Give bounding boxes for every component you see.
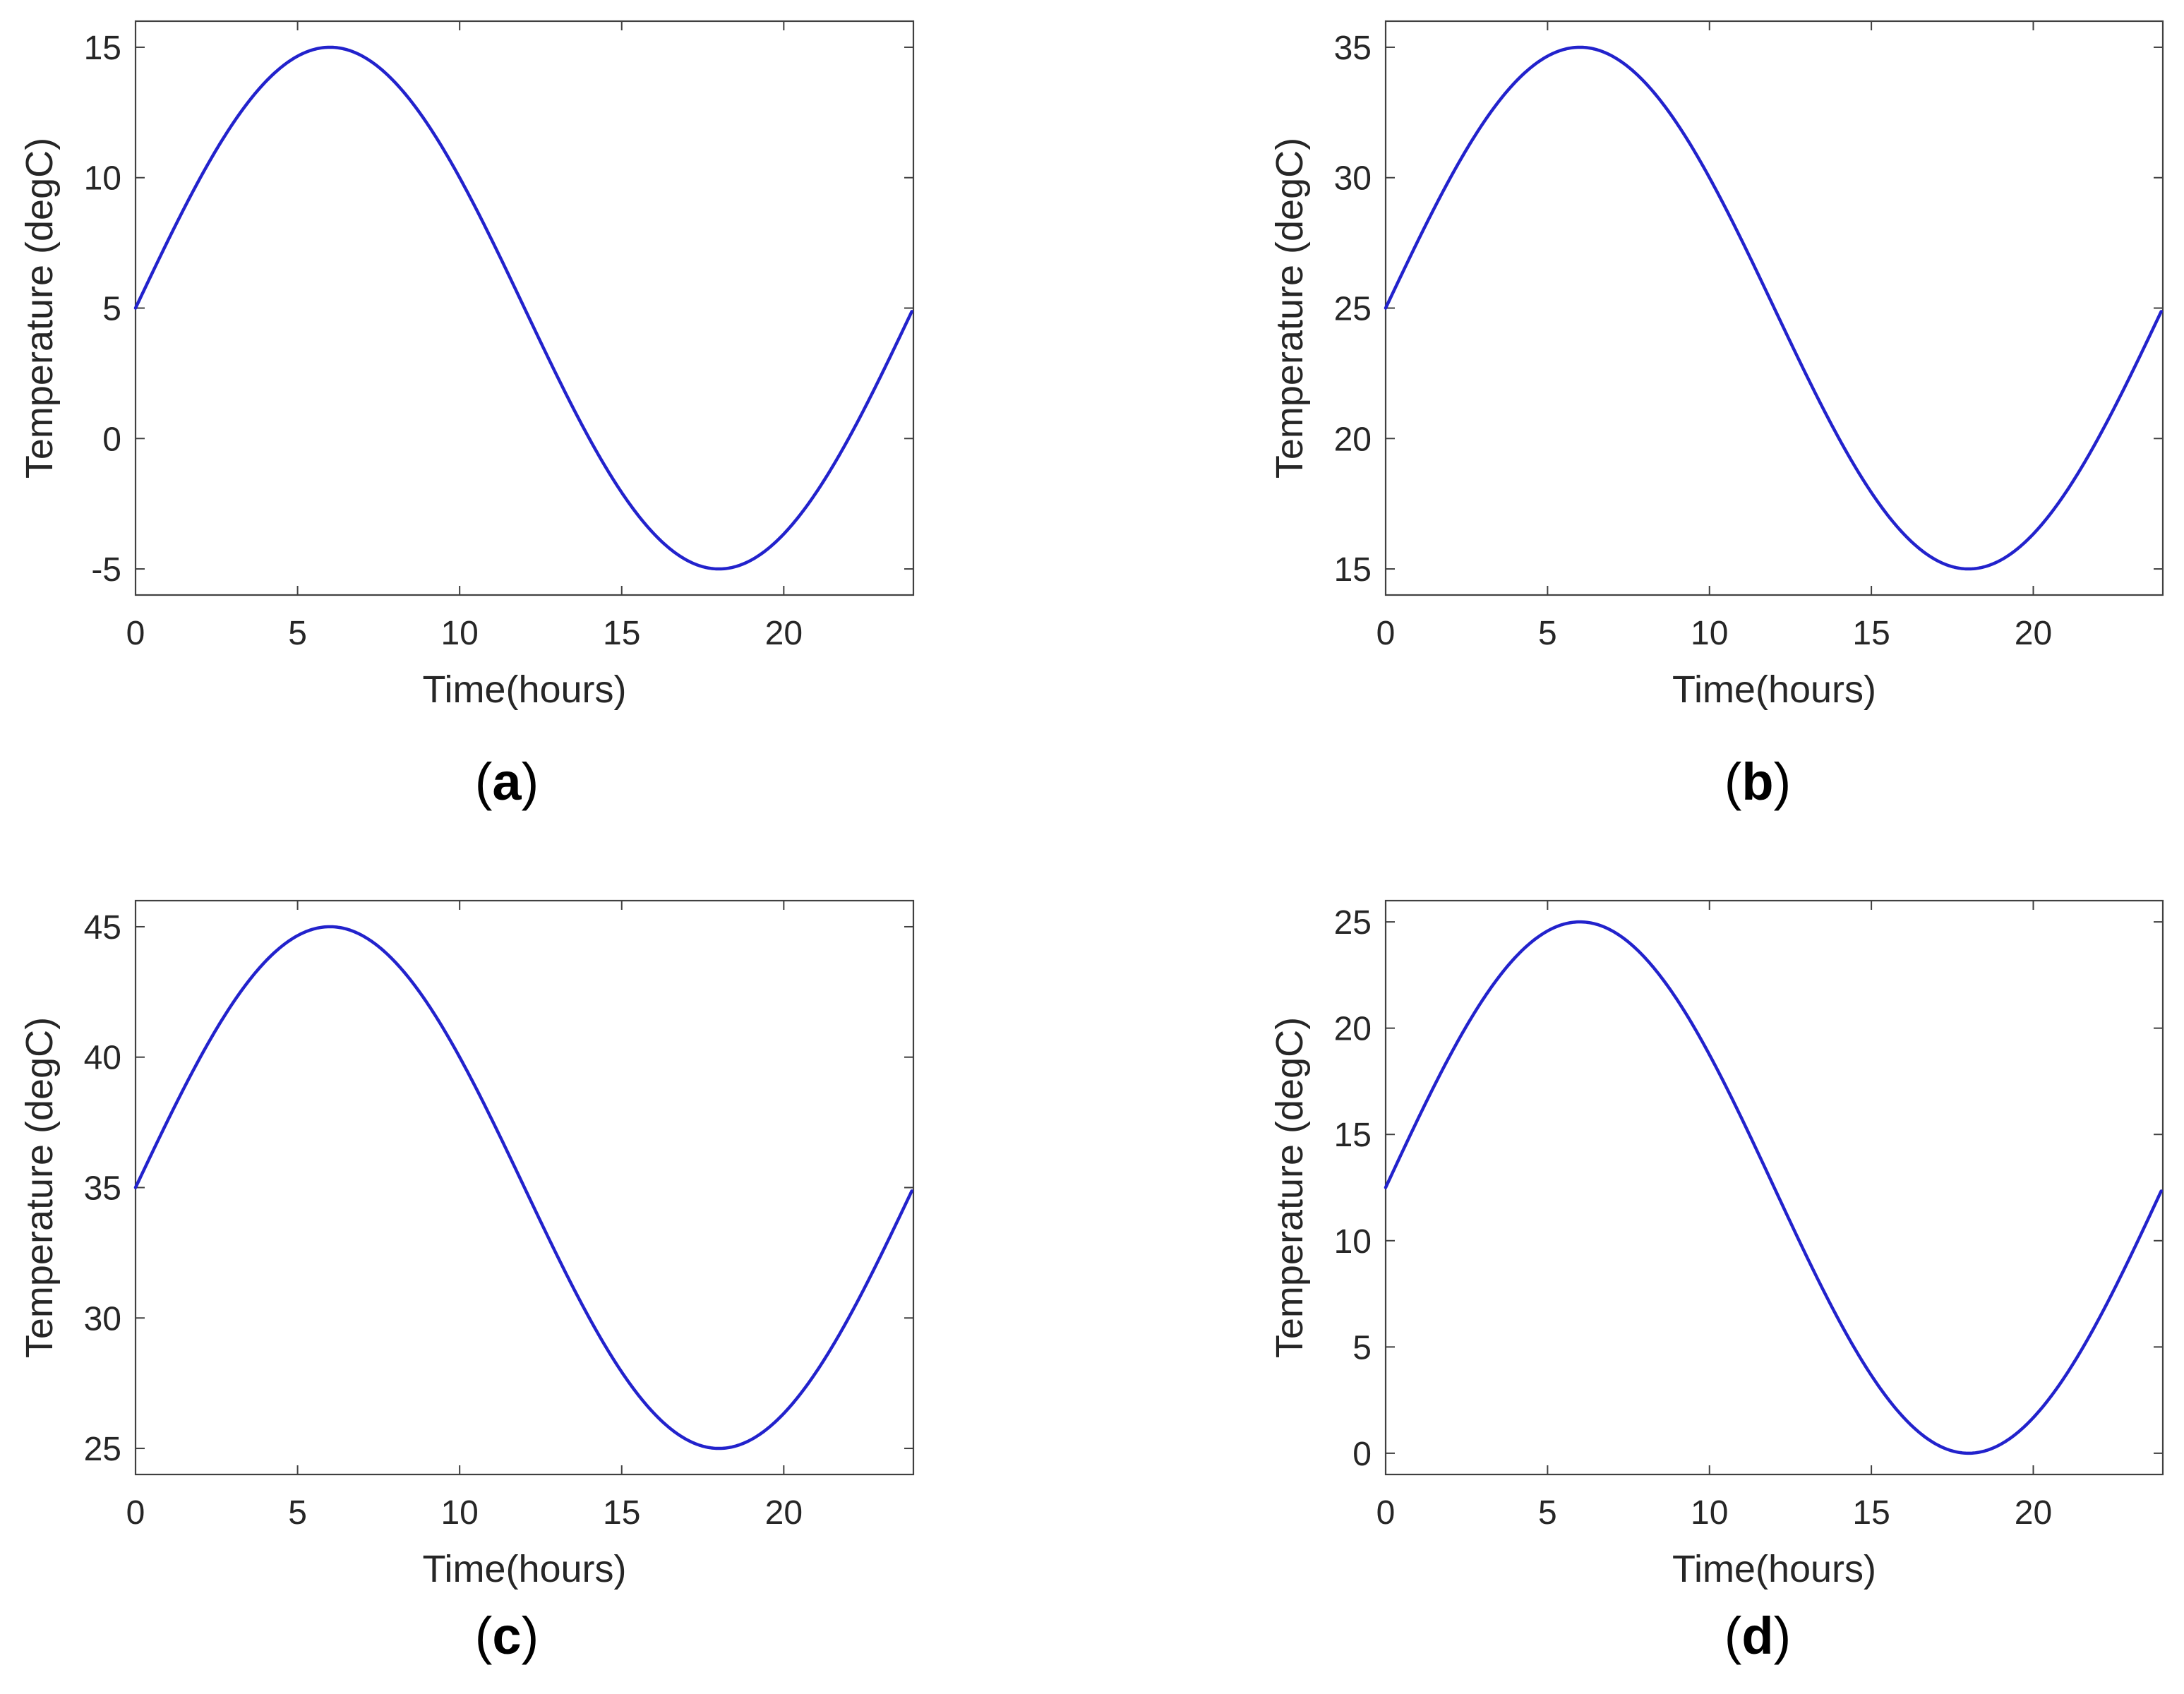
y-tick-label: 15 [1334, 1117, 1372, 1154]
panel-caption: (b) [1724, 752, 1792, 811]
y-tick-label: 5 [1352, 1329, 1372, 1366]
y-tick-label: 15 [1334, 551, 1372, 589]
x-tick-label: 0 [126, 615, 145, 652]
temperature-line [1384, 920, 2163, 1455]
x-tick-label: 15 [603, 1494, 640, 1532]
y-tick-label: 10 [1334, 1223, 1372, 1261]
x-tick-label: 10 [1691, 1494, 1728, 1532]
y-axis-label: Temperature (degC) [1268, 138, 1311, 479]
x-tick-label: 20 [2015, 615, 2052, 652]
x-axis-label: Time(hours) [422, 668, 626, 711]
temperature-line [133, 925, 913, 1450]
x-tick-label: 20 [765, 1494, 803, 1532]
x-tick-label: 5 [288, 1494, 307, 1532]
x-tick-label: 10 [1691, 615, 1728, 652]
x-axis-label: Time(hours) [1672, 1548, 1876, 1590]
temperature-line [133, 45, 913, 571]
y-tick-label: -5 [91, 551, 121, 589]
y-tick-label: 30 [84, 1300, 121, 1338]
x-axis-label: Time(hours) [422, 1548, 626, 1590]
y-tick-label: 30 [1334, 160, 1372, 198]
y-tick-label: 35 [84, 1170, 121, 1208]
x-tick-label: 20 [765, 615, 803, 652]
x-tick-label: 5 [1538, 615, 1557, 652]
x-tick-label: 10 [440, 615, 478, 652]
panel-c: 0 5 10 15 20 25 30 35 40 45 Time(hours) Temperature… [18, 899, 915, 1665]
y-axis-label: Temperature (degC) [18, 138, 61, 479]
panel-d: 0 5 10 15 20 0 5 10 15 20 25 Time(hours) Temperature… [1268, 899, 2164, 1665]
y-tick-label: 0 [1352, 1436, 1372, 1473]
x-tick-label: 15 [1852, 615, 1890, 652]
x-tick-label: 0 [1376, 615, 1396, 652]
y-tick-label: 45 [84, 909, 121, 947]
panel-b: 0 5 10 15 20 15 20 25 30 35 Time(hours) Temperature… [1268, 20, 2164, 811]
x-tick-label: 20 [2015, 1494, 2052, 1532]
y-tick-label: 20 [1334, 421, 1372, 458]
y-tick-label: 35 [1334, 30, 1372, 67]
y-tick-label: 25 [84, 1431, 121, 1468]
y-axis-label: Temperature (degC) [1268, 1017, 1311, 1358]
y-tick-label: 25 [1334, 904, 1372, 942]
y-tick-label: 5 [102, 291, 121, 328]
panel-caption-letter: c [492, 1606, 521, 1665]
x-tick-label: 10 [440, 1494, 478, 1532]
x-tick-label: 5 [1538, 1494, 1557, 1532]
y-tick-label: 20 [1334, 1011, 1372, 1048]
panel-caption-letter: a [492, 752, 522, 811]
x-tick-label: 0 [1376, 1494, 1396, 1532]
y-tick-label: 0 [102, 421, 121, 458]
panel-caption-letter: d [1741, 1606, 1773, 1665]
y-tick-label: 25 [1334, 291, 1372, 328]
y-axis-label: Temperature (degC) [18, 1017, 61, 1358]
panel-caption: (d) [1724, 1606, 1792, 1665]
panel-caption: (a) [475, 752, 539, 811]
x-tick-label: 0 [126, 1494, 145, 1532]
y-tick-label: 10 [84, 160, 121, 198]
temperature-line [1384, 45, 2163, 571]
x-tick-label: 15 [1852, 1494, 1890, 1532]
panel-caption-letter: b [1741, 752, 1773, 811]
x-axis-label: Time(hours) [1672, 668, 1876, 711]
y-tick-label: 40 [84, 1040, 121, 1077]
panel-caption: (c) [475, 1606, 539, 1665]
y-tick-label: 15 [84, 30, 121, 67]
x-tick-label: 5 [288, 615, 307, 652]
x-tick-label: 15 [603, 615, 640, 652]
